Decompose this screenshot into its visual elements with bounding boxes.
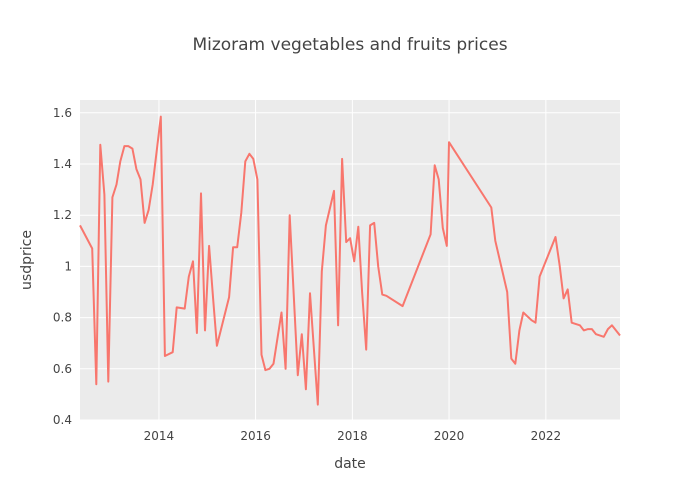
y-tick-label: 0.8	[53, 311, 72, 325]
x-tick-label: 2014	[144, 429, 175, 443]
chart-title: Mizoram vegetables and fruits prices	[192, 35, 507, 55]
y-tick-label: 1.6	[53, 106, 72, 120]
plot-area	[80, 100, 620, 420]
series-line	[79, 115, 621, 406]
y-tick-label: 1.4	[53, 157, 72, 171]
tick-labels: 0.4 0.6 0.8 1 1.2 1.4 1.6 2014 2016 2018 2020 2022	[53, 106, 561, 443]
y-tick-label: 0.4	[53, 413, 72, 427]
x-tick-label: 2016	[240, 429, 271, 443]
x-axis-title: date	[334, 456, 366, 472]
x-tick-label: 2018	[337, 429, 368, 443]
y-tick-label: 1	[64, 259, 72, 273]
y-axis-title: usdprice	[19, 230, 35, 290]
x-tick-label: 2020	[434, 429, 465, 443]
y-tick-label: 1.2	[53, 208, 72, 222]
x-tick-label: 2022	[531, 429, 562, 443]
y-tick-label: 0.6	[53, 362, 72, 376]
